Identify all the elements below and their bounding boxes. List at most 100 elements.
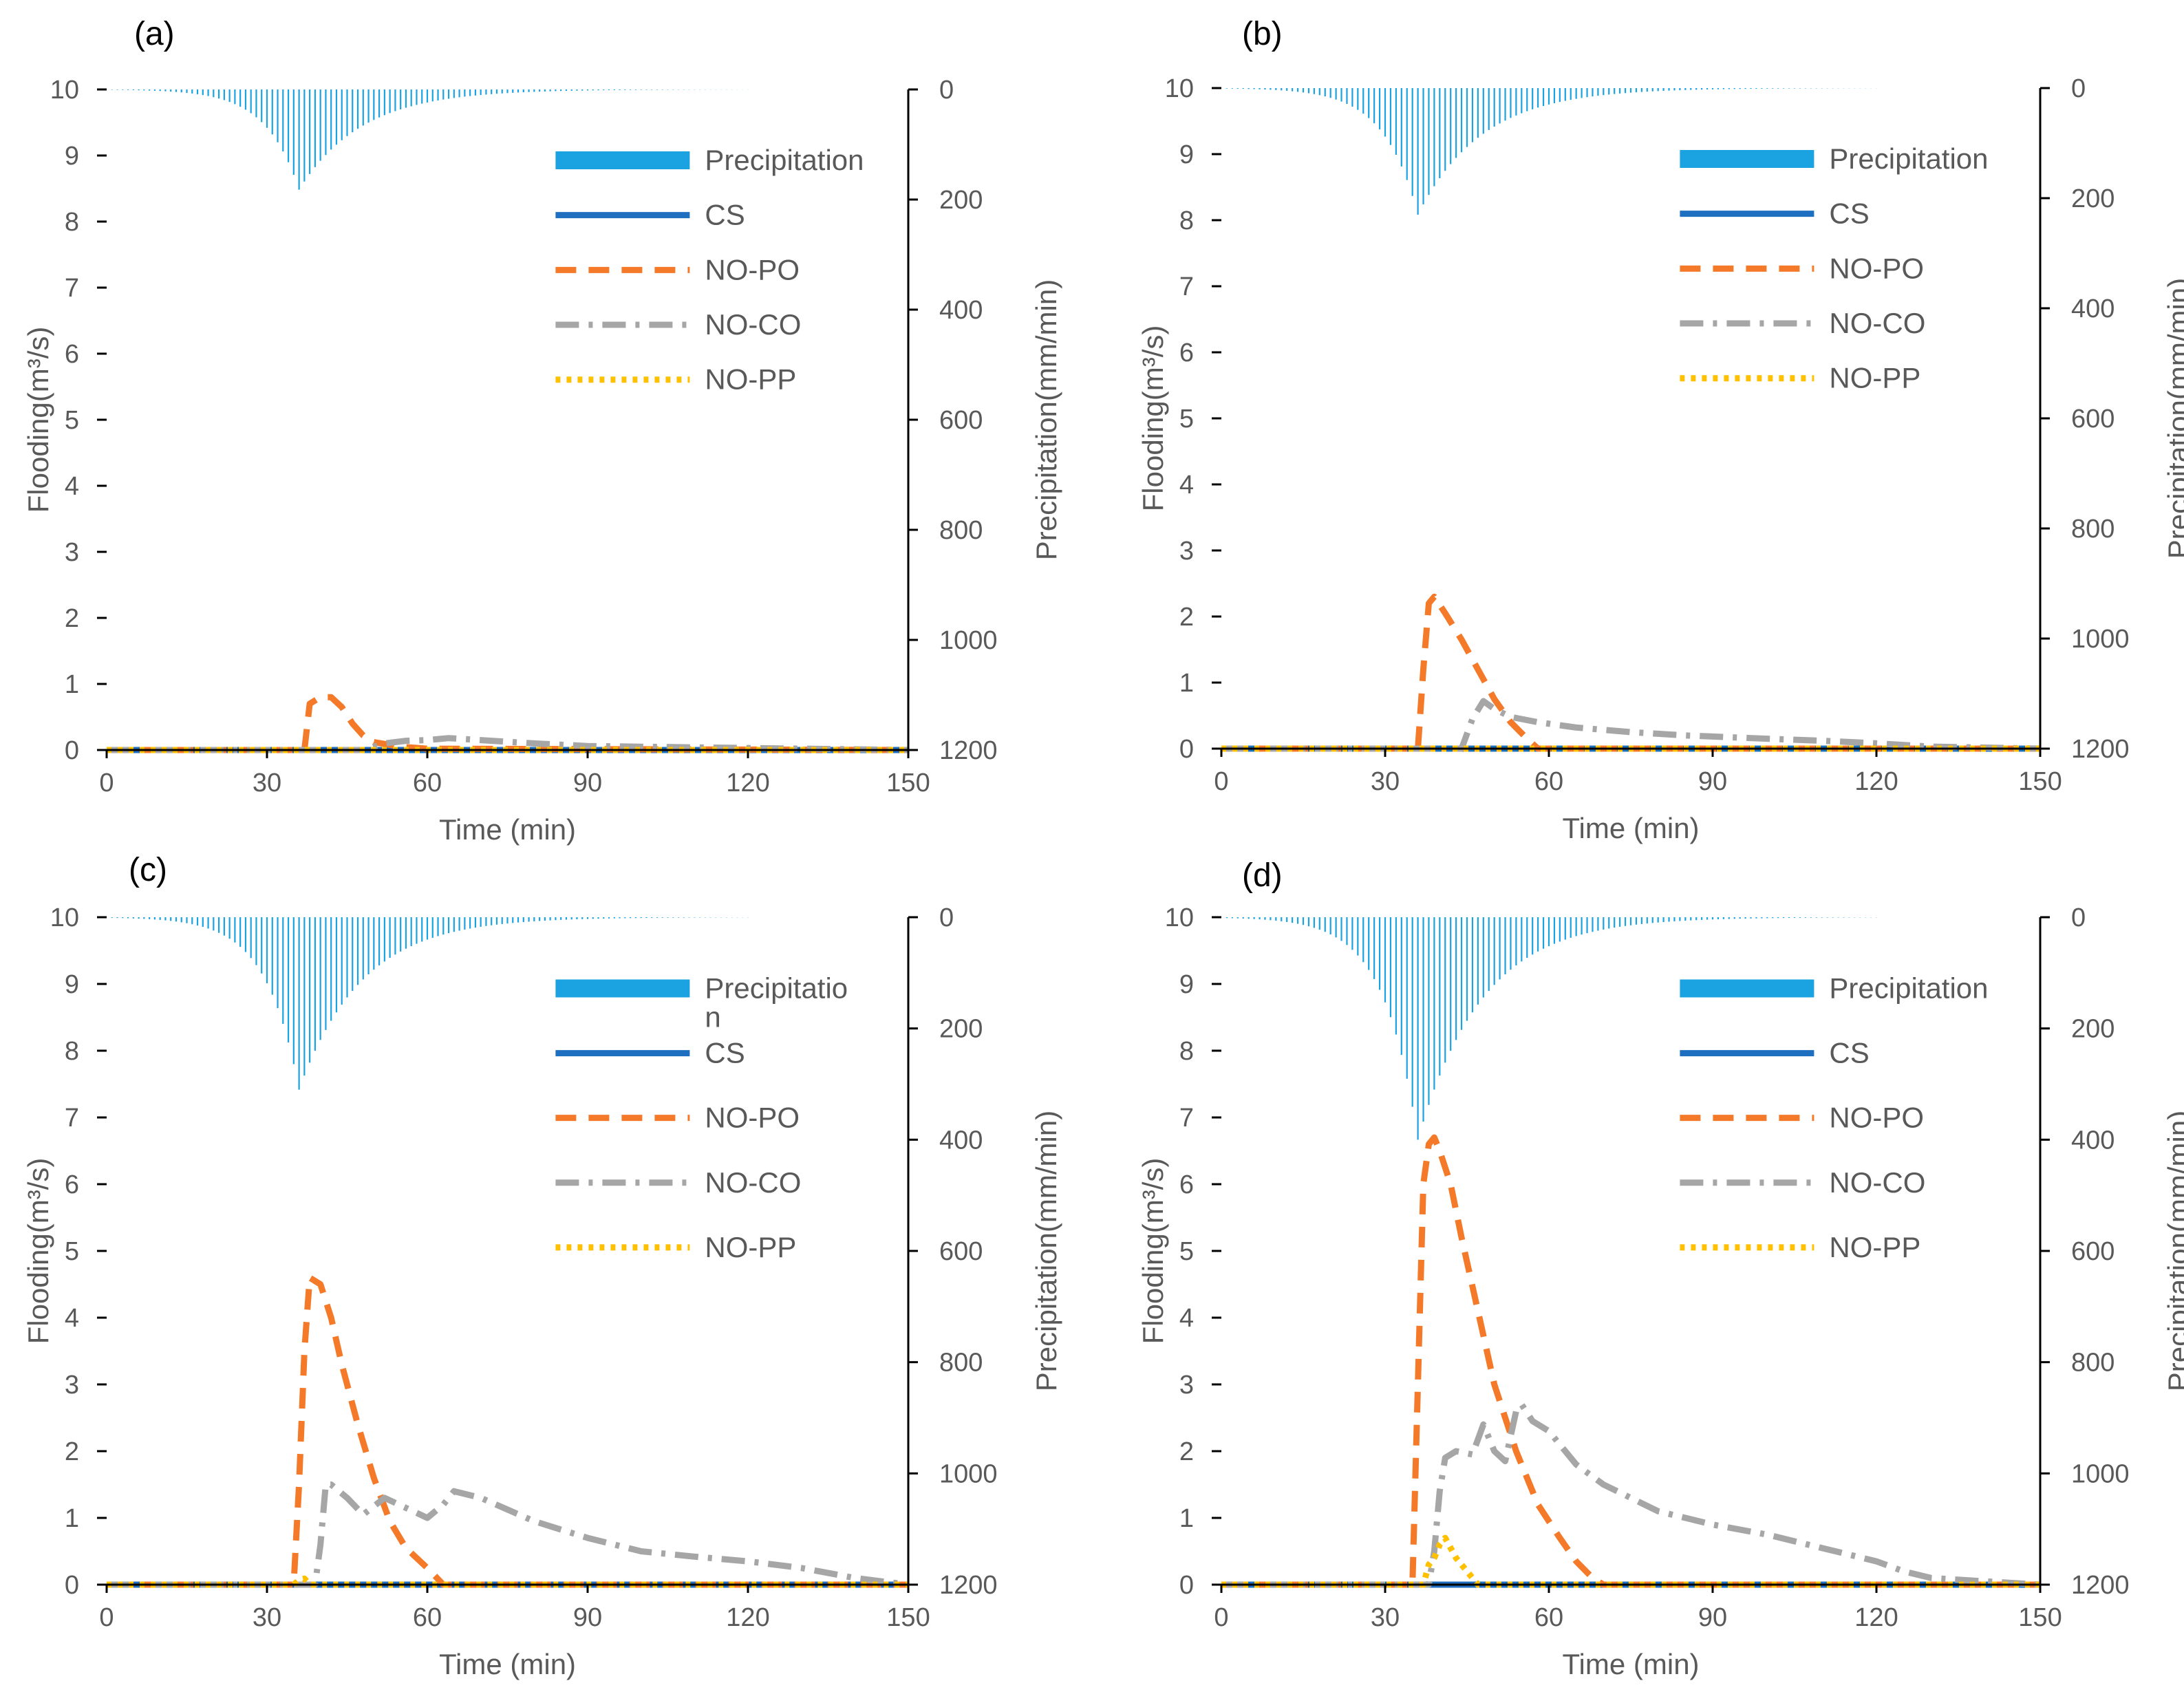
chart-panel-b: (b) 0 1 2 3 4 5 6 7 8 9 10 0 200 400 600 800 1000 1200 0 30 6…	[1137, 16, 2184, 844]
y2-tick-label: 800	[2071, 1349, 2115, 1378]
series-no-co	[107, 1481, 909, 1588]
y2-tick-label: 600	[939, 406, 983, 435]
x-tick-label: 0	[1214, 767, 1228, 796]
series-no-po	[1221, 593, 2040, 752]
y2-tick-label: 600	[2071, 1237, 2115, 1266]
y-tick-label: 0	[1179, 735, 1194, 764]
x-tick-label: 120	[1854, 1603, 1898, 1632]
y2-tick-label: 1200	[2071, 735, 2130, 764]
y2-tick-label: 400	[2071, 1126, 2115, 1155]
x-tick-label: 120	[1854, 767, 1898, 796]
y2-tick-label: 0	[2071, 74, 2086, 103]
x-tick-label: 30	[253, 1603, 281, 1632]
y-tick-label: 5	[1179, 405, 1194, 433]
x-axis-title: Time (min)	[1562, 812, 1699, 844]
axes	[1221, 88, 2042, 750]
y-tick-label: 5	[1179, 1237, 1194, 1266]
y2-axis-title: Precipitation(mm/min)	[2162, 1111, 2184, 1391]
x-tick-label: 30	[1371, 767, 1400, 796]
y-tick-label: 3	[65, 1371, 79, 1400]
precipitation-bars	[1225, 88, 1878, 215]
y-tick-label: 6	[1179, 1170, 1194, 1199]
y-tick-label: 9	[65, 970, 79, 999]
y2-tick-label: 400	[939, 296, 983, 325]
y-tick-label: 2	[65, 604, 79, 633]
y2-tick-label: 1000	[2071, 625, 2130, 654]
y2-tick-label: 600	[939, 1237, 983, 1266]
legend-label: NO-CO	[705, 1166, 801, 1199]
panel-label: (c)	[129, 852, 167, 888]
y-tick-label: 5	[65, 1237, 79, 1266]
x-tick-label: 60	[413, 769, 442, 797]
y2-axis-title: Precipitation(mm/min)	[1030, 279, 1062, 560]
legend-label: NO-PP	[1829, 362, 1920, 394]
legend: Precipitation CS NO-PO NO-CO NO-PP	[1680, 972, 1989, 1263]
x-tick-label: 120	[726, 769, 769, 797]
legend-label: NO-PP	[705, 1231, 796, 1263]
y-tick-label: 3	[1179, 1371, 1194, 1400]
y-tick-label: 4	[65, 472, 79, 501]
y2-tick-label: 1200	[939, 1571, 998, 1600]
x-tick-label: 30	[1371, 1603, 1400, 1632]
legend-label: NO-PO	[705, 1102, 800, 1134]
series-no-co	[1221, 1401, 2041, 1588]
legend-label: NO-CO	[1829, 307, 1925, 339]
series-no-po	[107, 694, 909, 753]
series-no-po	[107, 1274, 908, 1588]
y2-tick-label: 1000	[939, 626, 998, 655]
y-tick-label: 8	[1179, 1037, 1194, 1066]
legend-label: Precipitation	[1829, 972, 1988, 1005]
y-tick-label: 0	[1179, 1571, 1194, 1600]
axes	[107, 89, 910, 751]
y-tick-label: 4	[1179, 471, 1194, 500]
y-tick-label: 2	[1179, 603, 1194, 632]
y2-tick-label: 1000	[939, 1459, 998, 1488]
legend: Precipitation CS NO-PO NO-CO NO-PP	[1680, 142, 1989, 394]
x-tick-label: 90	[573, 769, 602, 797]
y2-tick-label: 0	[939, 76, 954, 105]
x-tick-label: 120	[726, 1603, 769, 1632]
y-axis-title: Flooding(m³/s)	[22, 327, 54, 513]
y-tick-label: 6	[65, 1170, 79, 1199]
series-no-co	[1221, 698, 2041, 752]
legend-label: NO-CO	[1829, 1166, 1925, 1199]
y2-tick-label: 200	[939, 186, 983, 215]
y-tick-label: 1	[1179, 1504, 1194, 1533]
y-tick-label: 8	[65, 1037, 79, 1066]
x-tick-label: 0	[99, 1603, 114, 1632]
panel-label: (d)	[1242, 857, 1283, 894]
y2-tick-label: 800	[939, 1349, 983, 1378]
chart-panel-a: (a) 0 1 2 3 4 5 6 7 8 9 10 0 200 400 600 800 1000 1200 0 30 6…	[22, 16, 1062, 846]
y-tick-label: 3	[65, 538, 79, 567]
precipitation-bars	[111, 89, 749, 190]
y2-tick-label: 0	[2071, 903, 2086, 932]
legend-label: NO-PO	[1829, 1102, 1924, 1134]
y-tick-label: 8	[1179, 206, 1194, 235]
y2-tick-label: 1200	[2071, 1571, 2130, 1600]
legend-label: NO-PP	[705, 363, 796, 396]
x-tick-label: 0	[99, 769, 114, 797]
y-tick-label: 7	[65, 274, 79, 303]
legend-label: NO-PO	[1829, 252, 1924, 284]
y-tick-label: 7	[1179, 1104, 1194, 1133]
x-tick-label: 90	[573, 1603, 602, 1632]
x-axis-title: Time (min)	[1562, 1648, 1699, 1680]
legend-label: CS	[1829, 1037, 1869, 1069]
y-tick-label: 6	[1179, 339, 1194, 367]
y2-tick-label: 400	[939, 1126, 983, 1155]
y-tick-label: 3	[1179, 537, 1194, 566]
precipitation-bars	[1225, 917, 1878, 1140]
series-no-po	[1221, 1134, 2040, 1588]
x-axis-title: Time (min)	[439, 1648, 576, 1680]
x-tick-label: 60	[1534, 767, 1563, 796]
y2-tick-label: 200	[939, 1015, 983, 1044]
y-tick-label: 1	[65, 670, 79, 699]
series-no-co	[107, 735, 909, 753]
y-tick-label: 5	[65, 406, 79, 435]
y-tick-label: 1	[1179, 669, 1194, 698]
legend-label: NO-PO	[705, 253, 800, 286]
y2-tick-label: 200	[2071, 184, 2115, 213]
x-tick-label: 150	[2018, 767, 2062, 796]
x-axis-title: Time (min)	[439, 813, 576, 846]
